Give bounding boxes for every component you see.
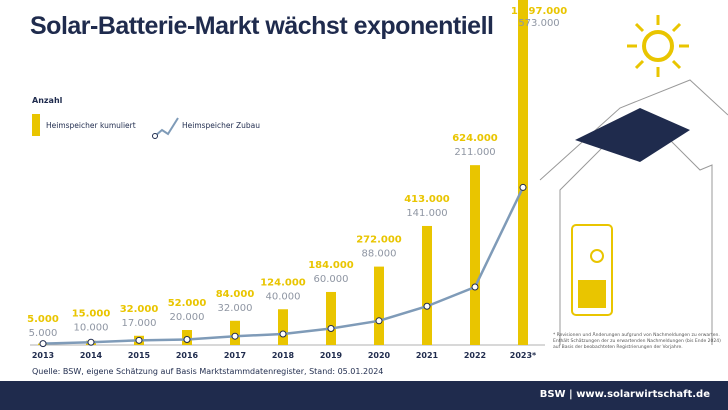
legend-line-label: Heimspeicher Zubau xyxy=(182,121,260,130)
legend-line-icon xyxy=(152,117,179,139)
bar-2023* xyxy=(518,0,528,345)
bar-value-label: 624.000 xyxy=(452,133,498,144)
x-tick-label: 2017 xyxy=(224,351,246,360)
line-value-label: 10.000 xyxy=(74,323,109,334)
line-value-label: 141.000 xyxy=(406,208,447,219)
line-point xyxy=(279,330,287,338)
line-point xyxy=(327,325,335,332)
line-point xyxy=(39,340,47,348)
x-tick-label: 2022 xyxy=(464,351,486,360)
x-tick-label: 2014 xyxy=(80,351,103,360)
x-tick-label: 2013 xyxy=(32,351,54,360)
line-value-label: 5.000 xyxy=(29,328,58,339)
line-point xyxy=(423,302,431,310)
bar-2018 xyxy=(278,309,288,345)
bar-value-label: 1.197.000 xyxy=(511,6,567,17)
bar-2020 xyxy=(374,266,384,345)
bar-value-label: 413.000 xyxy=(404,194,450,205)
bar-value-label: 84.000 xyxy=(216,289,255,300)
bar-value-label: 15.000 xyxy=(72,309,111,320)
bar-value-label: 124.000 xyxy=(260,277,306,288)
line-value-label: 32.000 xyxy=(218,303,253,314)
line-value-label: 17.000 xyxy=(122,318,157,329)
legend-bar-label: Heimspeicher kumuliert xyxy=(46,121,136,130)
bar-value-label: 184.000 xyxy=(308,260,354,271)
source-text: Quelle: BSW, eigene Schätzung auf Basis … xyxy=(32,367,384,376)
line-value-label: 88.000 xyxy=(362,249,397,260)
line-point xyxy=(87,338,95,346)
line-point xyxy=(471,283,479,291)
x-tick-label: 2023* xyxy=(510,351,537,360)
bar-2022 xyxy=(470,165,480,345)
x-tick-label: 2020 xyxy=(368,351,391,360)
house-illustration xyxy=(539,79,728,345)
footer-bar: BSW | www.solarwirtschaft.de xyxy=(0,381,728,410)
chart-title: Solar-Batterie-Markt wächst exponentiell xyxy=(30,12,494,40)
bar-2019 xyxy=(326,291,336,345)
line-value-label: 60.000 xyxy=(314,274,349,285)
bar-value-label: 52.000 xyxy=(168,298,207,309)
bar-value-label: 272.000 xyxy=(356,235,402,246)
line-point xyxy=(183,336,191,343)
x-tick-label: 2015 xyxy=(128,351,151,360)
footnote: * Revisionen und Änderungen aufgrund von… xyxy=(553,333,721,350)
line-point xyxy=(231,332,239,340)
line-value-label: 40.000 xyxy=(266,291,301,302)
bar-2021 xyxy=(422,225,432,345)
x-tick-label: 2021 xyxy=(416,351,439,360)
x-tick-label: 2016 xyxy=(176,351,199,360)
x-tick-label: 2019 xyxy=(320,351,343,360)
bar-value-label: 32.000 xyxy=(120,304,159,315)
line-value-label: 211.000 xyxy=(454,147,495,158)
y-axis-label: Anzahl xyxy=(32,96,63,105)
line-point xyxy=(375,317,383,325)
bar-value-label: 5.000 xyxy=(27,314,59,325)
line-value-label: 20.000 xyxy=(170,312,205,323)
footer-text: BSW | www.solarwirtschaft.de xyxy=(539,389,710,400)
line-point xyxy=(519,183,527,191)
legend-bar-swatch xyxy=(32,114,40,136)
x-tick-label: 2018 xyxy=(272,351,295,360)
line-value-label: 573.000 xyxy=(518,18,559,29)
line-point xyxy=(135,336,143,344)
sun-icon xyxy=(627,15,689,77)
